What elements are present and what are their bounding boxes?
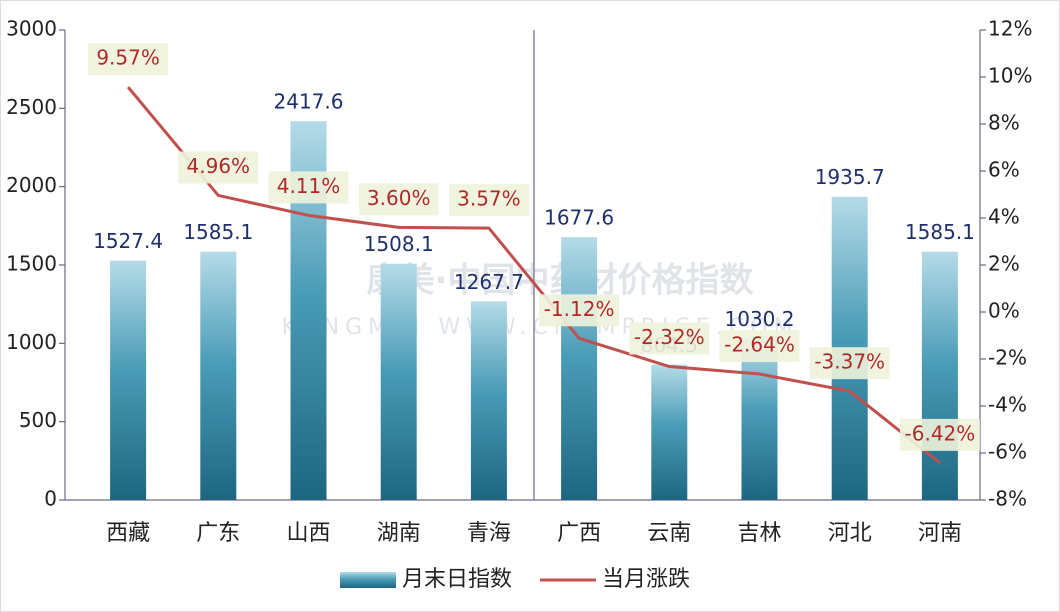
y-tick-label: 2500: [6, 95, 57, 119]
bar: [110, 260, 147, 500]
y2-tick-label: 0%: [988, 299, 1020, 323]
legend-label: 月末日指数: [402, 567, 512, 592]
line-value-label: 9.57%: [96, 46, 160, 70]
value-label-bg: [358, 183, 439, 216]
x-tick-label: 广西: [557, 521, 601, 546]
bar-value-label: 1030.2: [725, 307, 795, 331]
line-value-label: -2.64%: [724, 333, 795, 357]
y-tick-label: 0: [44, 487, 57, 511]
bar-value-label: 1585.1: [183, 220, 253, 244]
line-value-label: -6.42%: [905, 421, 976, 445]
bar-value-label: 1527.4: [93, 229, 163, 253]
line: [126, 86, 941, 465]
value-label-bg: [899, 418, 980, 451]
y2-tick-label: 6%: [988, 158, 1020, 182]
bar-value-label: 2417.6: [274, 90, 344, 114]
x-tick-label: 西藏: [106, 521, 150, 546]
value-label-bg: [178, 151, 259, 184]
value-label-bg: [809, 347, 890, 380]
value-label-bg: [448, 184, 529, 217]
legend-label: 当月涨跌: [602, 567, 690, 592]
bar: [561, 237, 598, 500]
line-value-label: 3.60%: [367, 186, 431, 210]
line-value-label: -3.37%: [814, 350, 885, 374]
y2-tick-label: -4%: [988, 393, 1027, 417]
y2-tick-label: -2%: [988, 346, 1027, 370]
x-tick-label: 河北: [828, 521, 872, 546]
watermark: 康美·中国中药材价格指数: [367, 261, 754, 301]
x-tick-label: 青海: [467, 521, 511, 546]
value-label-bg: [88, 43, 169, 76]
bar: [200, 251, 237, 500]
y-tick-label: 1000: [6, 330, 57, 354]
line-value-label: -1.12%: [544, 297, 615, 321]
bar: [741, 338, 778, 500]
bar-value-label: 1267.7: [454, 270, 524, 294]
x-tick-label: 山西: [286, 521, 330, 546]
x-tick-label: 河南: [918, 521, 962, 546]
x-tick-label: 湖南: [377, 521, 421, 546]
bar-value-label: 1677.6: [544, 206, 614, 230]
y-tick-label: 1500: [6, 252, 57, 276]
line-value-label: 3.57%: [457, 187, 521, 211]
y2-tick-label: 10%: [988, 64, 1032, 88]
line-value-label: 4.96%: [187, 154, 251, 178]
y2-tick-label: 4%: [988, 205, 1020, 229]
y-tick-label: 3000: [6, 17, 57, 41]
y2-tick-label: 12%: [988, 17, 1032, 41]
y-tick-label: 500: [19, 408, 57, 432]
bar: [380, 263, 417, 500]
legend-swatch: [340, 572, 396, 588]
bar: [470, 301, 507, 500]
x-tick-label: 吉林: [737, 521, 781, 546]
value-label-bg: [268, 171, 349, 204]
bar-value-label: 1935.7: [815, 165, 885, 189]
y-tick-label: 2000: [6, 173, 57, 197]
y2-tick-label: -8%: [988, 487, 1027, 511]
bar-value-label: 1585.1: [905, 220, 975, 244]
y2-tick-label: 2%: [988, 252, 1020, 276]
value-label-bg: [629, 322, 710, 355]
value-label-bg: [539, 294, 620, 327]
bar-value-label: 1508.1: [364, 232, 434, 256]
y2-tick-label: 8%: [988, 111, 1020, 135]
bar: [651, 364, 688, 500]
value-label-bg: [719, 330, 800, 363]
line-value-label: 4.11%: [277, 174, 341, 198]
bar: [921, 251, 958, 500]
x-tick-label: 云南: [647, 521, 691, 546]
x-tick-label: 广东: [196, 521, 240, 546]
y2-tick-label: -6%: [988, 440, 1027, 464]
line-value-label: -2.32%: [634, 325, 705, 349]
